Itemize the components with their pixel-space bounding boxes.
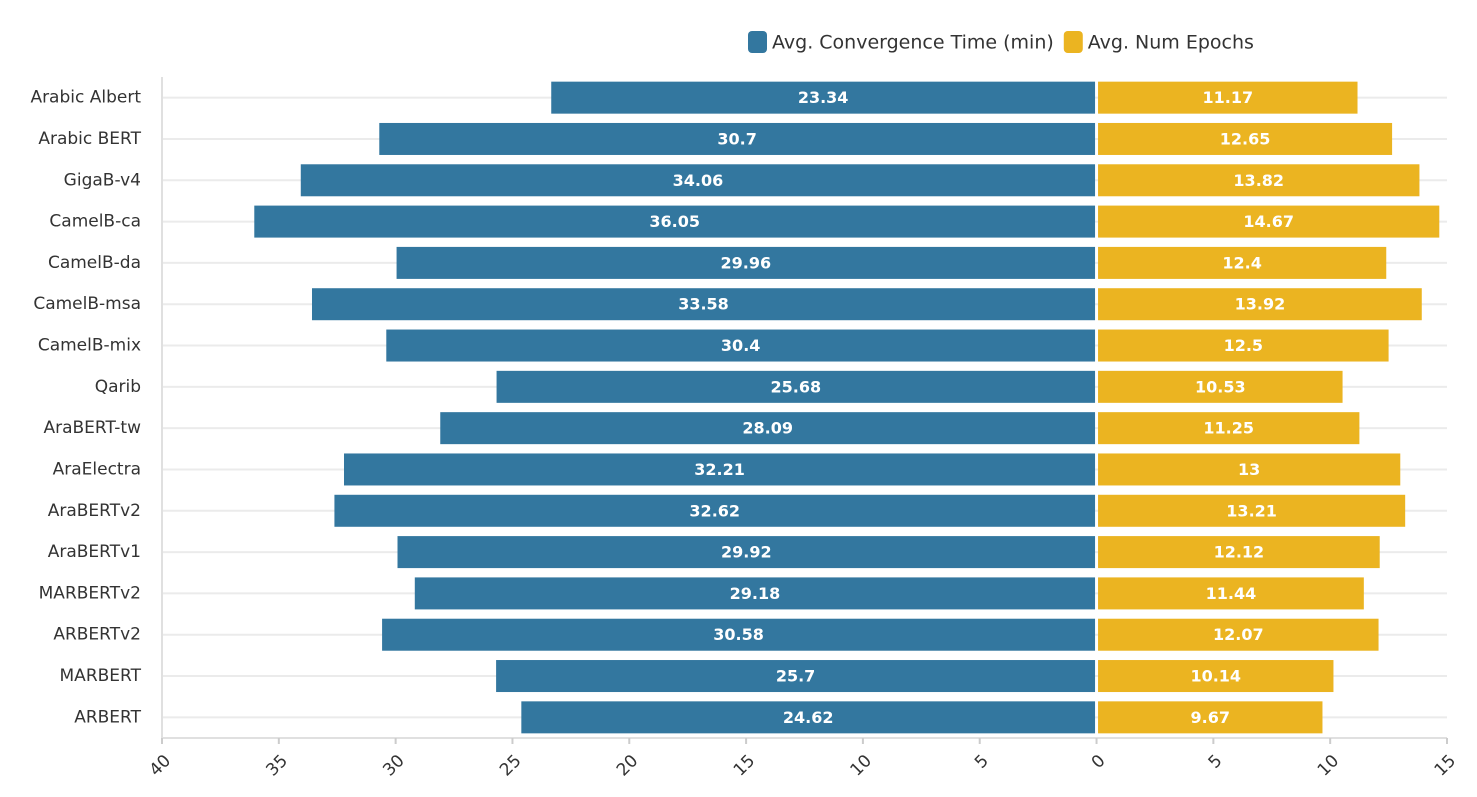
x-tick-label: 10	[847, 751, 876, 780]
legend-swatch	[748, 31, 767, 53]
y-tick-label: AraBERTv1	[48, 542, 141, 562]
bar	[382, 618, 1096, 651]
value-label: 30.7	[717, 129, 756, 148]
x-tick-label: 25	[496, 751, 525, 780]
value-label: 25.7	[776, 667, 815, 686]
bar	[254, 205, 1096, 238]
value-label: 9.67	[1191, 708, 1230, 727]
value-label: 25.68	[771, 377, 822, 396]
x-tick-label: 5	[971, 751, 993, 773]
value-label: 30.4	[721, 336, 760, 355]
value-label: 28.09	[742, 419, 793, 438]
value-label: 12.12	[1214, 543, 1265, 562]
x-tick-label: 35	[262, 751, 291, 780]
value-label: 11.17	[1202, 88, 1253, 107]
value-label: 11.25	[1203, 419, 1254, 438]
y-tick-label: AraElectra	[53, 459, 141, 479]
value-label: 12.65	[1220, 129, 1271, 148]
value-label: 13.82	[1233, 171, 1284, 190]
value-label: 23.34	[798, 88, 849, 107]
y-tick-label: Arabic Albert	[30, 88, 141, 108]
value-label: 29.18	[730, 584, 781, 603]
y-tick-label: CamelB-ca	[49, 212, 141, 232]
y-tick-label: CamelB-mix	[38, 336, 141, 356]
x-tick-label: 0	[1088, 751, 1110, 773]
y-tick-label: Arabic BERT	[38, 129, 141, 149]
value-label: 30.58	[713, 625, 764, 644]
y-tick-label: AraBERT-tw	[43, 418, 141, 438]
value-label: 24.62	[783, 708, 834, 727]
bar	[397, 536, 1096, 569]
bar	[1098, 329, 1389, 362]
value-label: 12.4	[1222, 253, 1261, 272]
legend-label: Avg. Convergence Time (min)	[772, 32, 1054, 54]
value-label: 12.5	[1224, 336, 1263, 355]
bar	[1098, 164, 1420, 197]
y-tick-label: MARBERT	[60, 666, 142, 686]
value-label: 13.21	[1226, 501, 1277, 520]
x-tick-label: 15	[1431, 751, 1460, 780]
value-label: 32.21	[694, 460, 745, 479]
bar	[521, 701, 1096, 734]
value-label: 29.96	[721, 253, 772, 272]
value-label: 13.92	[1235, 295, 1286, 314]
value-label: 11.44	[1206, 584, 1257, 603]
bar	[300, 164, 1096, 197]
value-label: 14.67	[1243, 212, 1294, 231]
bar	[1098, 453, 1401, 486]
x-tick-label: 30	[379, 751, 408, 780]
legend-swatch	[1063, 31, 1083, 53]
bar	[396, 246, 1096, 279]
x-tick-label: 15	[730, 751, 759, 780]
value-label: 33.58	[678, 295, 729, 314]
y-tick-label: CamelB-da	[48, 253, 141, 273]
value-label: 29.92	[721, 543, 772, 562]
bar	[1098, 618, 1379, 651]
bar	[496, 370, 1096, 403]
bar	[1098, 122, 1393, 155]
y-tick-label: AraBERTv2	[48, 501, 141, 521]
bar	[1098, 536, 1380, 569]
y-tick-label: MARBERTv2	[39, 583, 141, 603]
bar	[344, 453, 1096, 486]
legend-label: Avg. Num Epochs	[1088, 32, 1254, 54]
bar	[440, 412, 1096, 445]
bar	[551, 81, 1096, 114]
x-tick-label: 5	[1205, 751, 1227, 773]
value-label: 12.07	[1213, 625, 1264, 644]
y-tick-label: GigaB-v4	[64, 170, 141, 190]
x-tick-label: 40	[146, 751, 175, 780]
bar	[334, 494, 1096, 527]
bar	[1098, 288, 1422, 321]
value-label: 32.62	[689, 501, 740, 520]
bar	[1098, 370, 1343, 403]
y-tick-label: Qarib	[95, 377, 141, 397]
x-tick-label: 20	[613, 751, 642, 780]
value-label: 34.06	[673, 171, 724, 190]
bar	[1098, 660, 1334, 693]
bar	[1098, 494, 1406, 527]
bar	[414, 577, 1096, 610]
bar	[1098, 205, 1440, 238]
value-label: 10.53	[1195, 377, 1246, 396]
value-label: 10.14	[1190, 667, 1241, 686]
bar	[1098, 412, 1360, 445]
bar	[1098, 81, 1358, 114]
y-tick-label: CamelB-msa	[33, 294, 141, 314]
bar	[1098, 246, 1387, 279]
y-tick-label: ARBERTv2	[53, 625, 141, 645]
value-label: 36.05	[649, 212, 700, 231]
bar	[386, 329, 1096, 362]
bar	[311, 288, 1096, 321]
bar	[496, 660, 1096, 693]
y-tick-label: ARBERT	[74, 707, 141, 727]
bar	[1098, 701, 1323, 734]
value-label: 13	[1238, 460, 1260, 479]
bar	[1098, 577, 1364, 610]
x-tick-label: 10	[1314, 751, 1343, 780]
bar	[379, 122, 1096, 155]
